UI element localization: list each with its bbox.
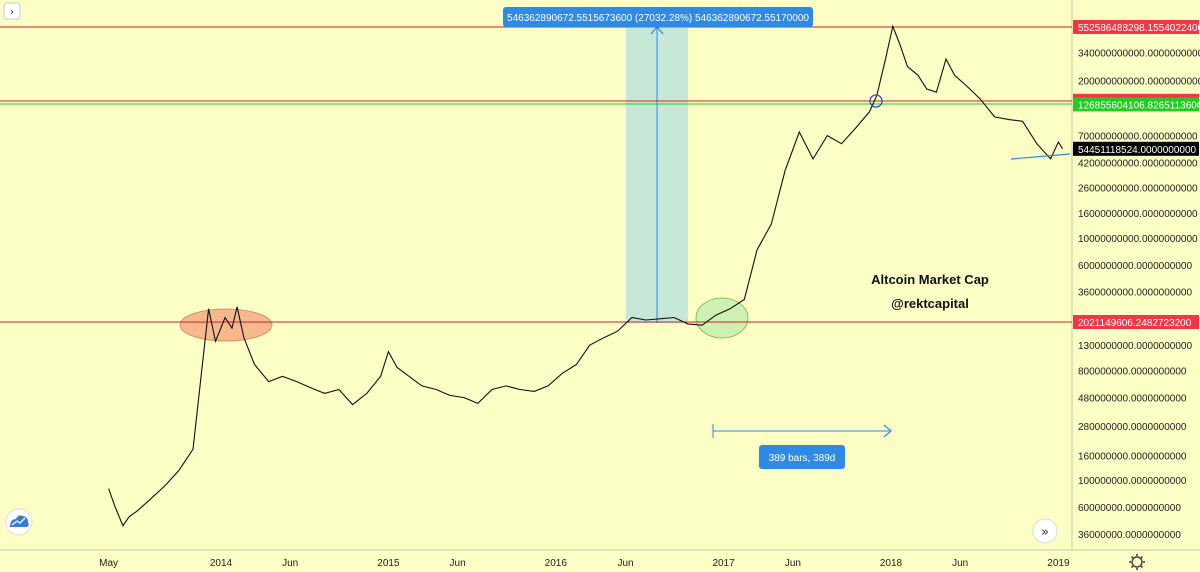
measure-label-box	[503, 7, 813, 27]
retest-circle	[869, 94, 883, 108]
price-axis[interactable]: 340000000000.0000000000 200000000000.0000…	[1078, 49, 1200, 541]
bars-range-label-box	[759, 445, 845, 469]
tradingview-cloud-icon[interactable]	[5, 508, 33, 536]
x-tick-label: 2017	[712, 558, 735, 569]
y-tick-label: 70000000000.0000000000	[1078, 132, 1198, 143]
y-tick-label: 160000000.0000000000	[1078, 451, 1187, 462]
gear-icon[interactable]	[1129, 554, 1145, 570]
time-axis[interactable]: May 2014 Jun 2015 Jun 2016 Jun 2017 Jun 2018 Jun 20…	[99, 558, 1070, 569]
y-tick-label: 10000000000.0000000000	[1078, 234, 1198, 245]
y-tick-label: 42000000000.0000000000	[1078, 159, 1198, 170]
y-tick-label: 800000000.0000000000	[1078, 367, 1187, 378]
x-tick-label: Jun	[952, 558, 968, 569]
scroll-to-realtime-button[interactable]: »	[1032, 518, 1058, 544]
bars-range-label: 389 bars, 389d	[769, 453, 836, 464]
price-tag-label: 126855604106.8265113600	[1078, 100, 1200, 111]
x-tick-label: Jun	[785, 558, 801, 569]
x-tick-label: May	[99, 558, 118, 569]
x-tick-label: Jun	[450, 558, 466, 569]
price-tag: 552586488298.1554022400	[1073, 20, 1200, 34]
y-tick-label: 100000000.0000000000	[1078, 476, 1187, 487]
y-tick-label: 60000000.0000000000	[1078, 503, 1181, 514]
altcoin-market-cap-line	[108, 24, 1063, 527]
price-tag: 2021149606.2482723200	[1073, 315, 1199, 329]
price-tags: 552586488298.1554022400135836054983.6571…	[1073, 20, 1200, 329]
price-tag: 54451118524.0000000000	[1073, 141, 1199, 156]
x-tick-label: Jun	[617, 558, 633, 569]
y-tick-label: 36000000.0000000000	[1078, 530, 1181, 541]
x-tick-label: 2014	[210, 558, 233, 569]
bars-range-arrow	[883, 424, 892, 438]
y-tick-label: 200000000000.0000000000	[1078, 76, 1200, 87]
price-tag-label: 552586488298.1554022400	[1078, 23, 1200, 34]
measure-label: 546362890672.5515673600 (27032.28%) 5463…	[507, 13, 809, 24]
y-tick-label: 16000000000.0000000000	[1078, 209, 1198, 220]
y-tick-label: 1300000000.0000000000	[1078, 341, 1192, 352]
chart-handle: @rektcapital	[891, 296, 969, 311]
expand-icon: ›	[10, 5, 14, 18]
x-tick-label: Jun	[282, 558, 298, 569]
price-tag-label: 2021149606.2482723200	[1078, 318, 1192, 329]
x-tick-label: 2019	[1047, 558, 1070, 569]
y-tick-label: 6000000000.0000000000	[1078, 261, 1192, 272]
expand-button[interactable]: ›	[3, 2, 21, 20]
breakout-2017-highlight	[695, 297, 749, 339]
y-tick-label: 340000000000.0000000000	[1078, 49, 1200, 60]
chart-title: Altcoin Market Cap	[871, 272, 989, 287]
price-tag: 126855604106.8265113600	[1073, 97, 1200, 112]
price-tag-label: 54451118524.0000000000	[1078, 145, 1197, 156]
support-trendline	[1010, 153, 1071, 160]
x-tick-label: 2016	[545, 558, 568, 569]
y-tick-label: 280000000.0000000000	[1078, 422, 1187, 433]
y-tick-label: 26000000000.0000000000	[1078, 184, 1198, 195]
double-chevron-right-icon: »	[1041, 525, 1049, 540]
y-tick-label: 480000000.0000000000	[1078, 394, 1187, 405]
x-tick-label: 2018	[880, 558, 903, 569]
y-tick-label: 3600000000.0000000000	[1078, 288, 1192, 299]
top-2013-highlight	[179, 308, 273, 342]
x-tick-label: 2015	[377, 558, 400, 569]
